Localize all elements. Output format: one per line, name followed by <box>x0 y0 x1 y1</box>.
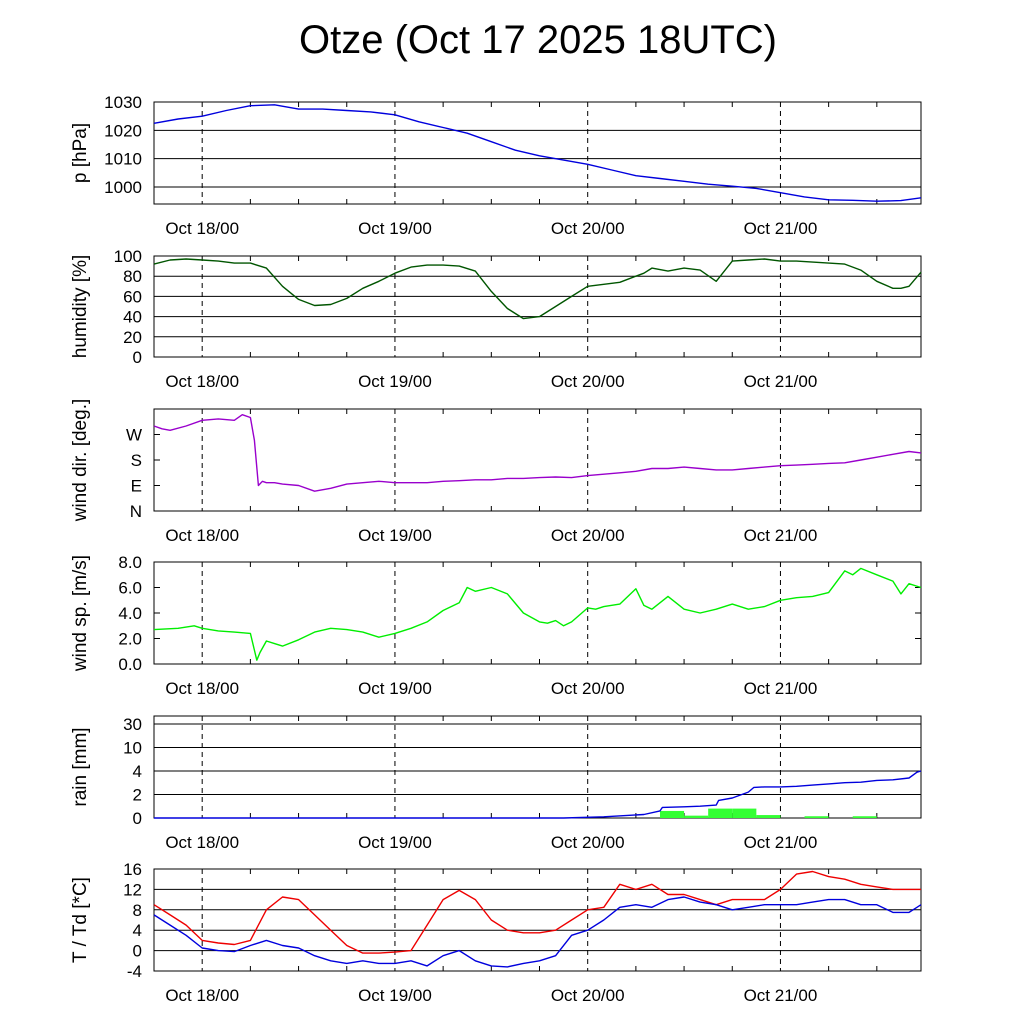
x-tick-label: Oct 18/00 <box>165 986 239 1005</box>
y-tick-label: 0 <box>133 809 142 828</box>
x-tick-label: Oct 18/00 <box>165 679 239 698</box>
rain-bar <box>659 810 685 818</box>
x-tick-label: Oct 19/00 <box>358 526 432 545</box>
x-tick-label: Oct 21/00 <box>744 679 818 698</box>
y-tick-label: S <box>131 451 142 470</box>
y-tick-label: 1010 <box>104 150 142 169</box>
y-tick-label: 4.0 <box>118 604 142 623</box>
x-tick-label: Oct 21/00 <box>744 372 818 391</box>
y-tick-label: 1030 <box>104 93 142 112</box>
y-axis-label: humidity [%] <box>70 255 91 358</box>
y-tick-label: 4 <box>133 921 142 940</box>
x-tick-label: Oct 20/00 <box>551 219 625 238</box>
y-tick-label: 16 <box>123 860 142 879</box>
y-tick-label: 12 <box>123 880 142 899</box>
x-tick-label: Oct 18/00 <box>165 372 239 391</box>
x-tick-label: Oct 20/00 <box>551 679 625 698</box>
y-axis-label: rain [mm] <box>70 727 91 806</box>
panel-frame <box>153 715 922 819</box>
panel-frame <box>153 101 922 205</box>
y-tick-label: 60 <box>123 287 142 306</box>
panel-frame <box>153 561 922 665</box>
x-tick-label: Oct 20/00 <box>551 986 625 1005</box>
x-tick-label: Oct 20/00 <box>551 372 625 391</box>
y-tick-label: 1000 <box>104 178 142 197</box>
rain-bar <box>852 816 877 818</box>
series-line <box>153 870 921 954</box>
x-tick-label: Oct 21/00 <box>744 219 818 238</box>
y-tick-label: 40 <box>123 308 142 327</box>
rain-bar <box>804 816 829 818</box>
y-tick-label: 0 <box>133 348 142 367</box>
y-tick-label: E <box>131 477 142 496</box>
x-tick-label: Oct 18/00 <box>165 833 239 852</box>
y-tick-label: 0.0 <box>118 655 142 674</box>
series-line <box>153 258 922 320</box>
chart-title: Otze (Oct 17 2025 18UTC) <box>299 18 777 62</box>
x-tick-label: Oct 21/00 <box>744 833 818 852</box>
y-tick-label: 8.0 <box>118 553 142 572</box>
x-tick-label: Oct 20/00 <box>551 833 625 852</box>
y-tick-label: 1020 <box>104 121 142 140</box>
x-tick-label: Oct 19/00 <box>358 986 432 1005</box>
x-tick-label: Oct 20/00 <box>551 526 625 545</box>
y-tick-label: 0 <box>133 942 142 961</box>
x-tick-label: Oct 19/00 <box>358 219 432 238</box>
series-line <box>153 414 922 492</box>
panel-frame <box>153 408 922 512</box>
series-line <box>154 770 922 819</box>
y-tick-label: -4 <box>127 962 142 981</box>
series-line <box>153 567 922 661</box>
y-tick-label: W <box>126 426 142 445</box>
y-tick-label: 4 <box>133 762 142 781</box>
rain-bar <box>732 808 757 818</box>
y-tick-label: 20 <box>123 328 142 347</box>
rain-bar <box>756 815 781 818</box>
y-tick-label: 10 <box>123 738 142 757</box>
y-axis-label: wind sp. [m/s] <box>70 555 91 672</box>
x-tick-label: Oct 18/00 <box>165 219 239 238</box>
y-tick-label: N <box>130 502 142 521</box>
panel-frame <box>153 255 922 358</box>
y-axis-label: p [hPa] <box>70 123 91 183</box>
rain-bar <box>708 808 733 818</box>
y-axis-label: wind dir. [deg.] <box>70 399 91 523</box>
x-tick-label: Oct 19/00 <box>358 833 432 852</box>
series-line <box>153 896 922 968</box>
x-tick-label: Oct 19/00 <box>358 372 432 391</box>
y-tick-label: 2.0 <box>118 630 142 649</box>
x-tick-label: Oct 21/00 <box>744 986 818 1005</box>
y-tick-label: 80 <box>123 267 142 286</box>
x-tick-label: Oct 18/00 <box>165 526 239 545</box>
y-tick-label: 6.0 <box>118 579 142 598</box>
series-line <box>153 104 922 202</box>
y-tick-label: 8 <box>133 901 142 920</box>
y-tick-label: 2 <box>133 785 142 804</box>
panel-frame <box>153 868 922 972</box>
x-tick-label: Oct 19/00 <box>358 679 432 698</box>
rain-bar <box>684 815 709 818</box>
x-tick-label: Oct 21/00 <box>744 526 818 545</box>
y-tick-label: 30 <box>123 715 142 734</box>
y-tick-label: 100 <box>114 247 142 266</box>
y-axis-label: T / Td [*C] <box>70 877 91 963</box>
